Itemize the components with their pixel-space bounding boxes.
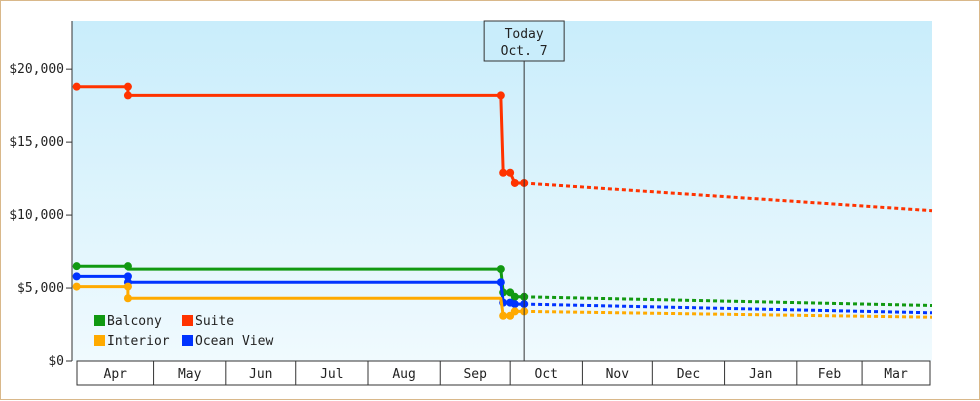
series-interior: [72, 282, 933, 320]
y-tick-label: $0: [48, 354, 64, 369]
legend-label: Suite: [195, 314, 234, 329]
legend-item-ocean-view: Ocean View: [182, 334, 273, 349]
y-axis: $0 $5,000 $10,000 $15,000 $20,000: [9, 21, 73, 369]
legend-swatch: [182, 315, 193, 326]
y-tick-label: $5,000: [17, 281, 64, 296]
data-point: [506, 168, 515, 177]
legend-item-suite: Suite: [182, 314, 234, 329]
month-label: Apr: [104, 367, 128, 382]
month-label: Sep: [463, 367, 487, 382]
legend: Balcony Suite Interior Ocean View: [94, 314, 273, 349]
legend-item-balcony: Balcony: [94, 314, 162, 329]
series-balcony: [72, 262, 933, 307]
legend-swatch: [94, 335, 105, 346]
data-point: [510, 300, 519, 309]
data-point: [123, 282, 132, 291]
forecast-line: [523, 181, 933, 213]
today-marker: Today Oct. 7: [483, 20, 565, 361]
data-point: [496, 265, 505, 274]
series-suite: [72, 82, 933, 213]
y-tick-label: $15,000: [9, 135, 64, 150]
data-point: [499, 168, 508, 177]
today-date: Oct. 7: [501, 44, 548, 59]
month-label: Jun: [249, 367, 272, 382]
data-point: [72, 262, 81, 271]
data-point: [496, 91, 505, 100]
data-point: [510, 178, 519, 187]
legend-label: Ocean View: [195, 334, 273, 349]
data-point: [123, 272, 132, 281]
legend-label: Interior: [107, 334, 170, 349]
y-tick-label: $10,000: [9, 208, 64, 223]
forecast-line: [524, 295, 933, 307]
month-label: Oct: [535, 367, 558, 382]
data-point: [123, 262, 132, 271]
legend-label: Balcony: [107, 314, 162, 329]
x-axis: Apr May Jun Jul Aug Sep Oct Nov Dec Jan Feb Mar: [76, 360, 931, 386]
data-point: [72, 82, 81, 91]
x-axis-bar: [76, 360, 931, 386]
today-label: Today: [505, 27, 544, 42]
month-label: Jan: [749, 367, 772, 382]
data-point: [496, 278, 505, 287]
legend-item-interior: Interior: [94, 334, 170, 349]
data-point: [72, 282, 81, 291]
month-label: Nov: [606, 367, 630, 382]
data-point: [510, 307, 519, 316]
data-point: [72, 272, 81, 281]
forecast-line: [524, 302, 933, 315]
today-box: [483, 20, 565, 62]
forecast-line: [524, 309, 933, 319]
data-point: [510, 292, 519, 301]
month-label: Aug: [392, 367, 415, 382]
series-layer: [72, 82, 933, 320]
month-label: Feb: [818, 367, 842, 382]
data-point: [123, 82, 132, 91]
month-label: Dec: [677, 367, 700, 382]
data-point: [123, 91, 132, 100]
series-ocean-view: [72, 272, 933, 315]
month-label: May: [178, 367, 202, 382]
legend-swatch: [94, 315, 105, 326]
month-label: Mar: [884, 367, 908, 382]
legend-swatch: [182, 335, 193, 346]
y-tick-label: $20,000: [9, 62, 64, 77]
data-point: [123, 294, 132, 303]
data-point: [499, 311, 508, 320]
month-label: Jul: [320, 367, 343, 382]
